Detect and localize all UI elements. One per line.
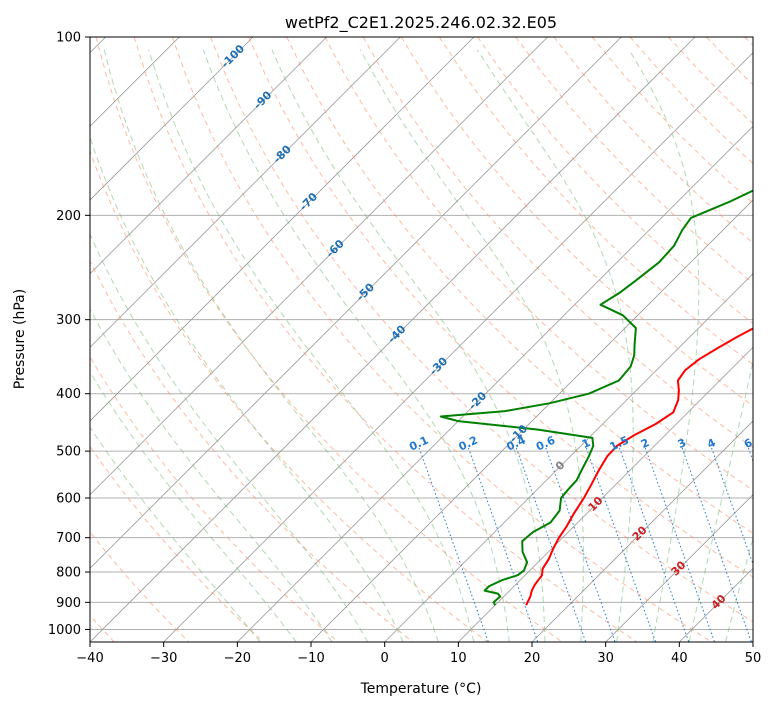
y-tick-label: 200	[56, 209, 81, 224]
mixing-ratio-label: 6	[742, 436, 755, 451]
dry-adiabat-line	[171, 37, 712, 642]
isotherm-line	[605, 494, 753, 642]
x-tick-label: 40	[671, 651, 688, 666]
dry-adiabat-line	[95, 37, 563, 642]
series-layer	[439, 189, 753, 606]
dry-adiabat-line	[90, 445, 264, 642]
x-tick-label: 30	[597, 651, 614, 666]
y-tick-label: 100	[56, 31, 81, 46]
adiabat-layer	[90, 37, 753, 642]
moist-adiabat-line	[90, 308, 333, 642]
moist-adiabat-line	[90, 135, 404, 642]
moist-adiabat-line	[90, 370, 297, 642]
isotherm-line	[90, 37, 327, 275]
isotherm-line	[458, 346, 753, 642]
dry-adiabat-line	[400, 37, 753, 407]
isotherm-line	[90, 37, 548, 496]
x-tick-label: −30	[150, 651, 177, 666]
x-tick-label: 50	[745, 651, 762, 666]
moist-adiabat-line	[90, 232, 369, 642]
x-tick-label: 20	[524, 651, 541, 666]
y-tick-label: 600	[56, 492, 81, 507]
y-tick-label: 800	[56, 566, 81, 581]
isotherm-line	[90, 37, 254, 201]
isotherm-line	[90, 37, 401, 348]
y-tick-label: 700	[56, 531, 81, 546]
moist-adiabat-line	[628, 49, 700, 642]
dry-adiabat-line	[210, 37, 753, 623]
x-tick-label: 0	[381, 651, 389, 666]
tick-layer: −40 −30 −20 −10 0 10 20 30 40 50 100 200 300 400 500 60…	[48, 31, 761, 667]
moist-adiabat-line	[202, 49, 510, 642]
y-tick-label: 300	[56, 313, 81, 328]
dry-adiabat-line	[362, 37, 753, 449]
isotherm-line	[90, 37, 475, 422]
moist-adiabat-line	[476, 49, 634, 642]
isotherm-line	[531, 420, 753, 642]
temperature-trace	[525, 327, 753, 606]
grid-layer	[90, 37, 753, 642]
x-tick-label: −40	[76, 651, 103, 666]
isotherm-line	[384, 273, 753, 642]
moist-adiabat-line	[271, 49, 546, 642]
moist-adiabat-line	[148, 49, 475, 642]
y-axis-title: Pressure (hPa)	[12, 289, 28, 389]
isotherm-line	[237, 125, 753, 642]
x-axis-title: Temperature (°C)	[360, 681, 482, 697]
y-tick-label: 900	[56, 596, 81, 611]
y-tick-label: 500	[56, 445, 81, 460]
x-tick-label: 10	[450, 651, 467, 666]
x-tick-label: −10	[297, 651, 324, 666]
dry-adiabat-line	[248, 37, 753, 578]
plot-frame	[89, 36, 754, 643]
dewpoint-trace	[439, 189, 753, 606]
x-tick-label: −20	[224, 651, 251, 666]
isotherm-line	[90, 37, 622, 569]
isotherm-line	[90, 37, 696, 642]
moist-adiabat-line	[90, 426, 261, 642]
moist-adiabat-line	[103, 49, 439, 642]
moist-adiabat-line	[725, 536, 753, 642]
dry-adiabat-line	[133, 37, 638, 642]
isotherm-line	[163, 52, 753, 642]
moist-adiabat-line	[688, 358, 753, 642]
dry-adiabat-line	[324, 37, 753, 491]
isotherm-line	[310, 199, 753, 642]
dry-adiabat-line	[90, 150, 488, 642]
moist-adiabat-line	[359, 49, 584, 642]
y-tick-label: 1000	[48, 623, 81, 638]
y-tick-label: 400	[56, 387, 81, 402]
chart-title: wetPf2_C2E1.2025.246.02.32.E05	[285, 13, 557, 33]
